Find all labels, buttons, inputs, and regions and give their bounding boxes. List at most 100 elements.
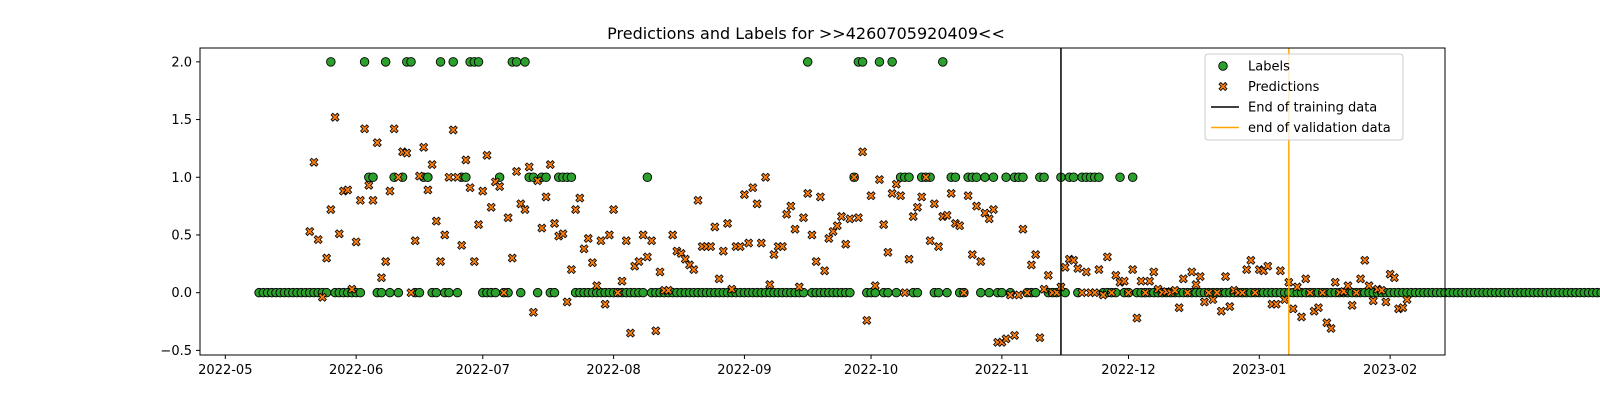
prediction-point — [1347, 300, 1357, 310]
prediction-point — [372, 138, 382, 148]
plot-area — [254, 48, 1600, 355]
prediction-point — [874, 175, 885, 185]
prediction-point — [1402, 295, 1412, 305]
x-tick-label: 2022-09 — [717, 363, 771, 378]
prediction-point — [811, 256, 821, 267]
prediction-point — [862, 315, 872, 325]
label-point — [473, 57, 484, 67]
prediction-point — [760, 172, 771, 182]
prediction-point — [1073, 263, 1083, 274]
prediction-point — [486, 202, 496, 212]
prediction-point — [431, 216, 441, 226]
prediction-point — [803, 188, 813, 198]
prediction-point — [1212, 288, 1222, 298]
label-point — [423, 172, 433, 183]
prediction-point — [465, 183, 475, 193]
prediction-point — [343, 185, 353, 195]
prediction-point — [955, 221, 965, 231]
label-point — [431, 287, 442, 298]
prediction-point — [1128, 265, 1138, 275]
prediction-point — [448, 125, 458, 135]
label-point — [511, 57, 522, 67]
prediction-point — [1026, 260, 1036, 270]
prediction-point — [1094, 265, 1104, 275]
label-point — [942, 287, 952, 298]
label-point — [912, 287, 923, 298]
prediction-point — [786, 201, 796, 211]
prediction-point — [461, 155, 471, 165]
prediction-point — [528, 307, 538, 317]
prediction-point — [1271, 299, 1281, 309]
label-point — [406, 57, 416, 67]
prediction-point — [410, 236, 420, 246]
prediction-point — [790, 224, 800, 234]
label-point — [870, 287, 881, 298]
prediction-point — [600, 299, 610, 309]
prediction-point — [710, 222, 720, 232]
label-point — [802, 57, 813, 67]
prediction-point — [887, 188, 897, 198]
prediction-point — [815, 192, 825, 202]
prediction-point — [579, 244, 589, 254]
prediction-point — [1389, 273, 1399, 283]
prediction-point — [478, 186, 488, 196]
prediction-point — [820, 266, 830, 276]
prediction-point — [1170, 285, 1180, 295]
prediction-point — [1178, 274, 1188, 284]
prediction-point — [870, 281, 880, 291]
prediction-point — [524, 162, 534, 172]
prediction-point — [1360, 255, 1370, 265]
prediction-point — [748, 183, 758, 193]
prediction-point — [976, 256, 986, 267]
prediction-point — [617, 276, 627, 286]
label-point — [516, 287, 526, 298]
prediction-point — [435, 256, 446, 267]
label-point — [891, 287, 902, 298]
prediction-point — [326, 205, 336, 215]
prediction-point — [305, 226, 315, 237]
prediction-point — [836, 211, 847, 222]
prediction-point — [735, 241, 745, 252]
label-point — [1068, 172, 1079, 183]
prediction-point — [1043, 270, 1053, 280]
prediction-point — [1123, 288, 1134, 298]
label-point — [359, 57, 370, 67]
prediction-point — [419, 142, 429, 152]
legend-entry-label: End of training data — [1248, 101, 1377, 116]
prediction-point — [549, 218, 560, 228]
label-point — [1018, 172, 1028, 183]
label-point — [566, 172, 577, 183]
prediction-point — [609, 205, 619, 215]
label-point — [887, 57, 897, 67]
prediction-point — [1039, 284, 1049, 294]
prediction-point — [1246, 255, 1256, 265]
prediction-point — [1242, 265, 1252, 275]
prediction-point — [891, 179, 901, 189]
prediction-point — [1288, 304, 1298, 314]
x-tick-label: 2022-06 — [329, 363, 383, 378]
prediction-point — [596, 236, 606, 246]
legend: Labels Predictions End of training data end… — [1204, 53, 1404, 141]
prediction-point — [520, 205, 530, 215]
legend-prediction-marker — [1218, 81, 1228, 92]
prediction-point — [376, 273, 387, 283]
prediction-point — [625, 328, 636, 338]
prediction-point — [756, 238, 766, 248]
y-tick-label: 1.5 — [171, 113, 192, 128]
prediction-point — [322, 253, 332, 263]
prediction-point — [1182, 288, 1193, 298]
prediction-point — [1136, 276, 1146, 286]
prediction-point — [739, 190, 749, 200]
label-point — [414, 287, 425, 298]
prediction-point — [832, 221, 842, 231]
prediction-point — [621, 236, 631, 246]
prediction-point — [1343, 281, 1353, 291]
prediction-point — [727, 284, 737, 294]
label-point — [638, 287, 648, 298]
x-tick-label: 2023-02 — [1363, 363, 1417, 378]
prediction-point — [1102, 252, 1112, 262]
label-point — [376, 287, 387, 298]
x-tick-label: 2022-07 — [456, 363, 510, 378]
y-tick-label: 1.0 — [171, 171, 192, 186]
prediction-point — [507, 253, 517, 263]
